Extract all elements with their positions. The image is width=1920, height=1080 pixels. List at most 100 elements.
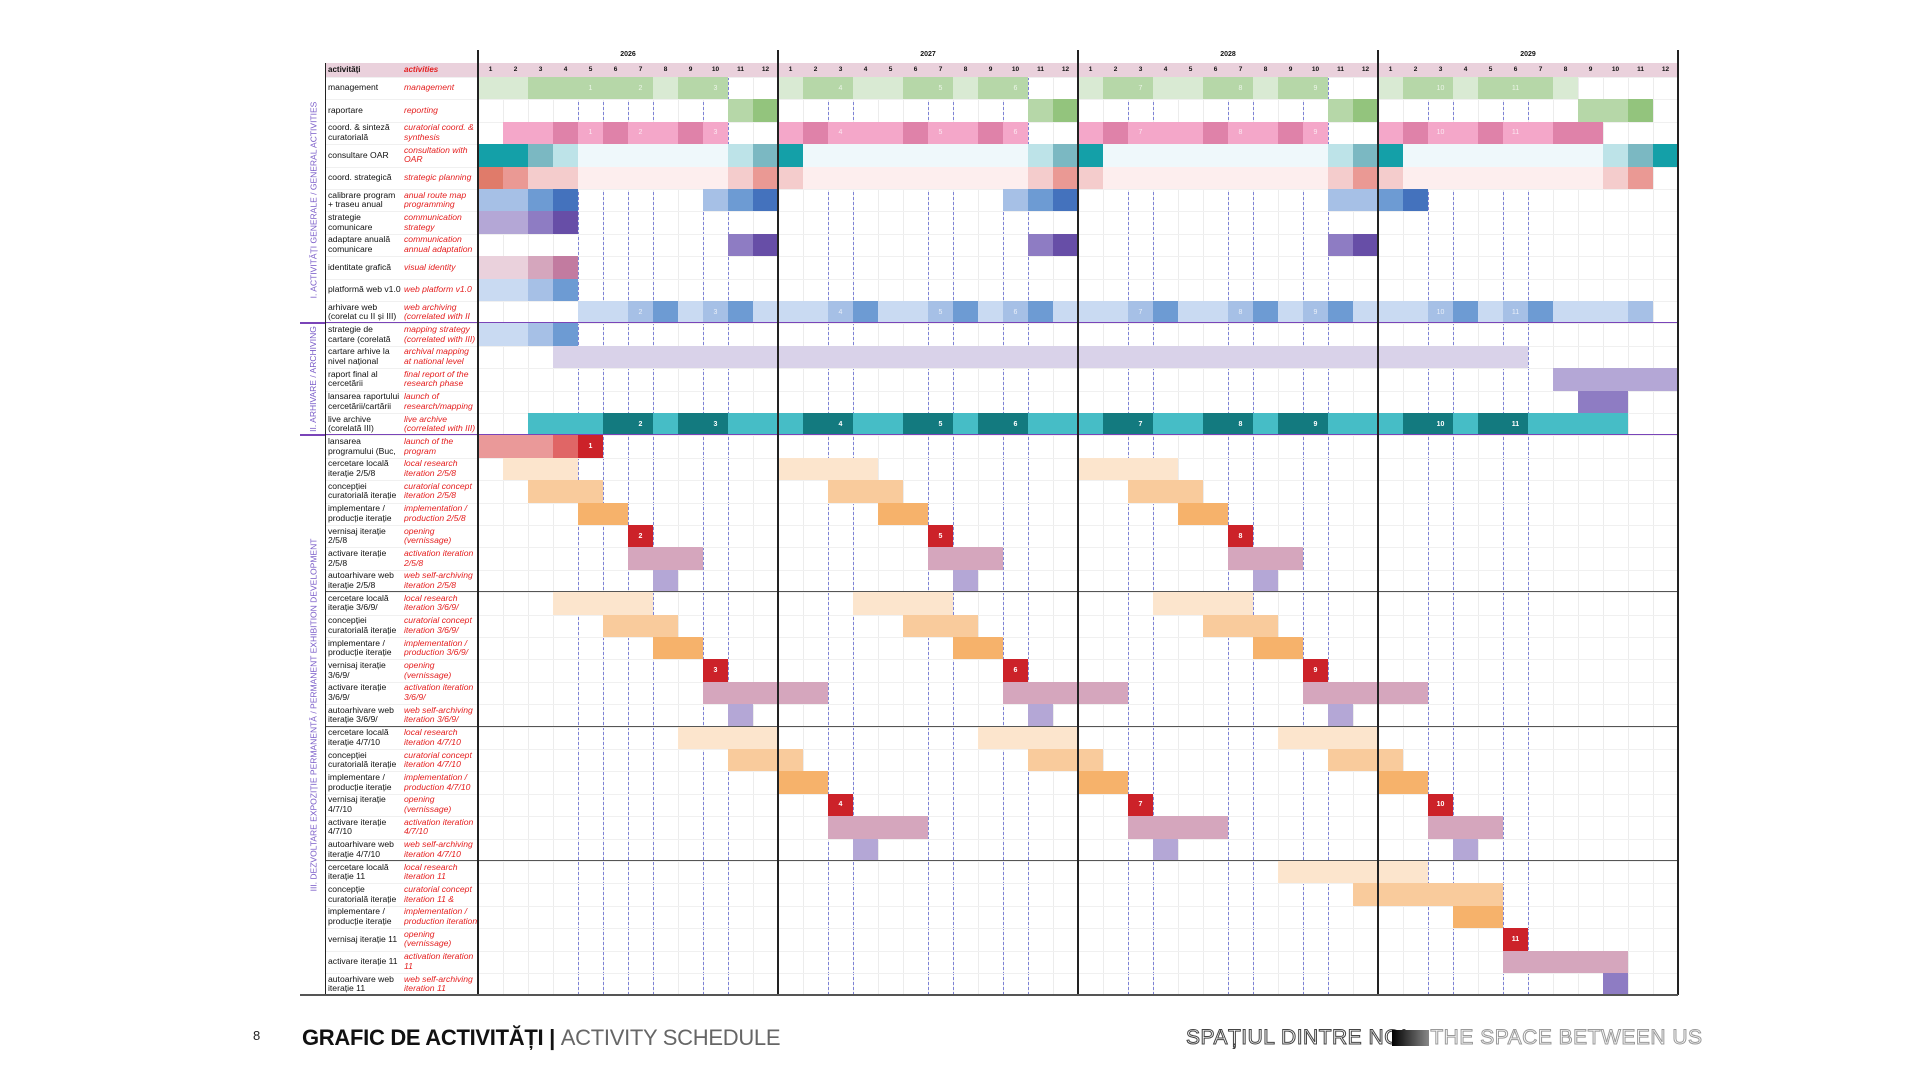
schedule-cell: [578, 592, 603, 615]
schedule-cell: [628, 166, 653, 189]
schedule-cell: [678, 144, 703, 167]
month-label: 7: [1238, 66, 1243, 73]
iteration-number-cell: 5: [928, 121, 953, 145]
month-label: 12: [1061, 66, 1070, 73]
month-gridline: [1653, 77, 1654, 996]
schedule-cell: [1353, 233, 1378, 257]
schedule-cell: [1228, 592, 1253, 615]
row-gridline: [326, 99, 1678, 101]
schedule-cell: [678, 121, 703, 145]
schedule-cell: [903, 121, 928, 145]
schedule-cell: [1253, 413, 1278, 436]
schedule-cell: [1428, 345, 1453, 369]
schedule-cell: [528, 121, 553, 145]
schedule-cell: [878, 413, 903, 436]
schedule-cell: [1003, 189, 1028, 212]
activity-label-en: web archiving (correlated with II: [404, 301, 470, 322]
schedule-cell: [753, 233, 778, 257]
schedule-cell: [1403, 413, 1428, 436]
title-separator: |: [549, 1025, 555, 1050]
schedule-cell: [978, 726, 1003, 749]
schedule-cell: [1028, 704, 1053, 727]
activity-label-ro: vernisaj iterație 11: [328, 933, 398, 944]
schedule-cell: [1028, 144, 1053, 167]
schedule-cell: [978, 547, 1003, 570]
schedule-cell: [1328, 413, 1353, 436]
schedule-cell: [628, 144, 653, 167]
schedule-cell: [1328, 166, 1353, 189]
schedule-cell: [1353, 166, 1378, 189]
activity-label-en: opening (vernissage): [404, 525, 452, 546]
schedule-cell: [503, 144, 528, 167]
row-gridline: [326, 189, 1678, 190]
iteration-number-cell: 10: [1428, 301, 1453, 324]
activity-label-en: communication annual adaptation: [404, 234, 473, 254]
iteration-number-cell: 5: [928, 525, 953, 548]
schedule-cell: [978, 77, 1003, 100]
iteration-number-cell: 6: [1003, 121, 1028, 145]
row-gridline: [326, 592, 1678, 594]
schedule-cell: [1403, 144, 1428, 167]
schedule-cell: [1353, 681, 1378, 705]
schedule-cell: [953, 614, 978, 637]
iteration-number-cell: 5: [928, 413, 953, 436]
schedule-cell: [1528, 413, 1553, 436]
schedule-cell: [1103, 166, 1128, 189]
schedule-cell: [953, 166, 978, 189]
schedule-cell: [503, 435, 528, 458]
schedule-cell: [1378, 749, 1403, 772]
row-gridline: [326, 480, 1678, 482]
chart-bottom-border: [300, 994, 1678, 997]
schedule-cell: [1003, 726, 1028, 749]
schedule-cell: [1278, 77, 1303, 100]
schedule-cell: [1603, 368, 1628, 391]
schedule-cell: [1203, 592, 1228, 615]
schedule-cell: [803, 121, 828, 145]
schedule-cell: [1603, 301, 1628, 324]
activity-label-en: local research iteration 11: [404, 861, 458, 882]
schedule-cell: [1353, 749, 1378, 772]
page-number: 8: [253, 1028, 261, 1043]
iteration-number-cell: 10: [1428, 413, 1453, 436]
schedule-cell: [803, 301, 828, 324]
iteration-number-cell: 2: [628, 301, 653, 324]
schedule-cell: [1203, 77, 1228, 100]
activity-label-en: opening (vernissage): [404, 928, 452, 949]
schedule-cell: [653, 569, 678, 593]
schedule-cell: [1528, 166, 1553, 189]
schedule-cell: [1178, 502, 1203, 525]
schedule-cell: [503, 121, 528, 145]
schedule-cell: [1078, 166, 1103, 189]
schedule-cell: [728, 345, 753, 369]
row-gridline: [326, 368, 1678, 370]
label-column-border: [325, 63, 326, 996]
month-label: 8: [663, 66, 668, 73]
schedule-cell: [503, 77, 528, 100]
schedule-cell: [1578, 166, 1603, 189]
schedule-cell: [503, 211, 528, 234]
schedule-cell: [878, 592, 903, 615]
schedule-cell: [803, 457, 828, 481]
row-gridline: [326, 838, 1678, 840]
schedule-cell: [553, 256, 578, 279]
header-activities-en: activities: [404, 65, 439, 74]
schedule-cell: [1453, 144, 1478, 167]
schedule-cell: [1103, 681, 1128, 705]
schedule-cell: [1503, 345, 1528, 369]
schedule-cell: [653, 121, 678, 145]
schedule-cell: [1603, 390, 1628, 413]
activity-label-en: activation iteration 3/6/9/: [404, 682, 474, 702]
schedule-cell: [1403, 345, 1428, 369]
schedule-cell: [1178, 77, 1203, 100]
activity-label-ro: raportare: [328, 104, 363, 115]
schedule-cell: [628, 614, 653, 637]
schedule-cell: [1553, 144, 1578, 167]
activity-label-ro: live archive (corelată III): [328, 413, 374, 434]
row-gridline: [326, 278, 1678, 280]
schedule-cell: [1353, 144, 1378, 167]
schedule-cell: [1578, 99, 1603, 122]
year-divider: [477, 50, 479, 996]
schedule-cell: [753, 345, 778, 369]
row-gridline: [326, 816, 1678, 818]
row-gridline: [326, 525, 1678, 526]
